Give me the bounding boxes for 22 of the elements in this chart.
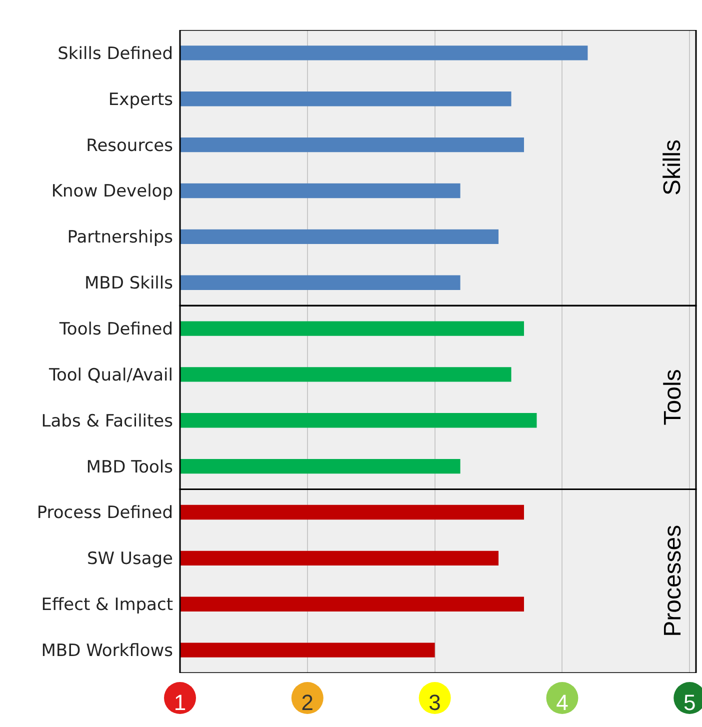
y-tick-label: MBD Skills	[84, 274, 174, 294]
x-tick-label: 5	[684, 690, 696, 715]
y-tick-label: Skills Defined	[58, 44, 173, 64]
y-tick-label: MBD Workflows	[41, 640, 174, 661]
band-label: Skills	[658, 140, 686, 196]
y-tick-label: Process Defined	[36, 503, 173, 524]
y-tick-label: Tool Qual/Avail	[48, 365, 173, 386]
y-tick-label: MBD Tools	[86, 457, 174, 478]
band-label: Processes	[660, 524, 687, 637]
x-tick-label: 2	[301, 690, 314, 715]
y-tick-label: Tools Defined	[58, 319, 173, 340]
y-tick-label: Labs & Facilites	[41, 411, 174, 432]
y-tick-label: SW Usage	[87, 549, 173, 570]
y-tick-label: Partnerships	[67, 228, 174, 248]
y-tick-label: Experts	[108, 90, 174, 110]
y-tick-label: Effect & Impact	[41, 595, 174, 616]
y-tick-label: Resources	[86, 136, 174, 156]
x-tick-label: 1	[174, 690, 186, 715]
x-tick-label: 3	[428, 690, 441, 715]
y-tick-label: Know Develop	[51, 182, 173, 202]
x-tick-label: 4	[556, 690, 568, 715]
band-label: Tools	[659, 369, 686, 426]
